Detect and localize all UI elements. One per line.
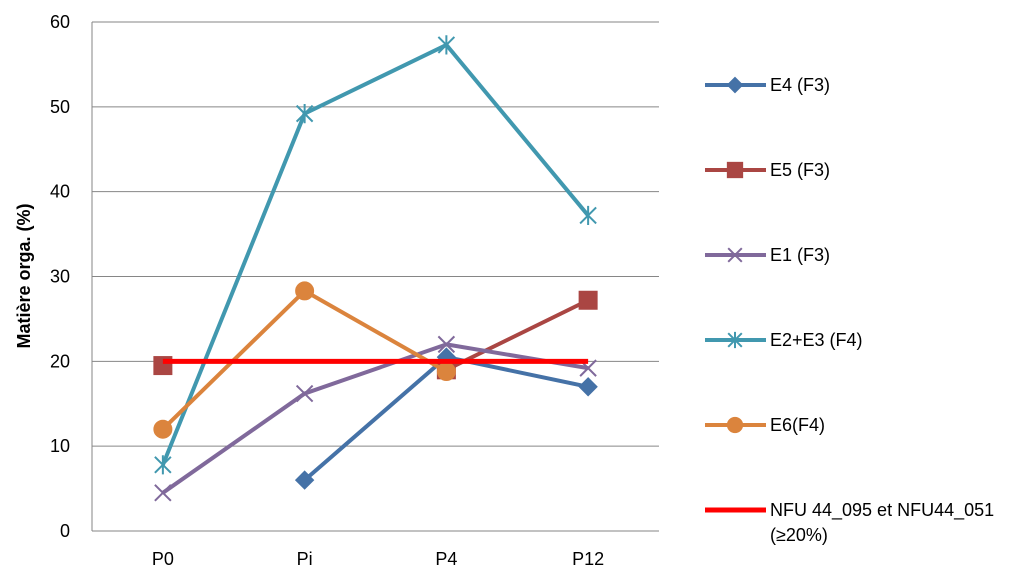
- data-point: [579, 205, 597, 226]
- legend-label: NFU 44_095 et NFU44_051: [770, 500, 994, 521]
- legend-label: E4 (F3): [770, 75, 830, 95]
- legend-item: E6(F4): [705, 415, 825, 435]
- legend-item: E4 (F3): [705, 75, 830, 95]
- legend-item: E1 (F3): [705, 245, 830, 265]
- data-point: [294, 470, 315, 490]
- series-2: [154, 335, 597, 502]
- legend-label: E1 (F3): [770, 245, 830, 265]
- legend-label: E6(F4): [770, 415, 825, 435]
- data-point: [726, 161, 744, 179]
- series-line: [161, 342, 589, 495]
- legend-label-line2: (≥20%): [770, 525, 828, 545]
- x-tick-label: P4: [435, 549, 457, 565]
- x-axis-ticks: P0 Pi P4 P12: [152, 549, 604, 565]
- legend-item: E2+E3 (F4): [705, 330, 863, 350]
- x-tick-label: Pi: [297, 549, 313, 565]
- data-point: [727, 331, 743, 349]
- x-tick-label: P0: [152, 549, 174, 565]
- data-point: [726, 76, 744, 94]
- data-point: [437, 35, 456, 55]
- legend-label: E5 (F3): [770, 160, 830, 180]
- data-point: [295, 281, 315, 301]
- y-tick-label: 30: [50, 267, 70, 287]
- data-point: [726, 416, 744, 434]
- data-point: [154, 455, 172, 475]
- legend: E4 (F3) E5 (F3) E1 (F3) E2+E3 (F4) E6(F4) NFU…: [705, 75, 994, 545]
- data-point: [578, 377, 598, 397]
- y-tick-label: 50: [50, 97, 70, 117]
- y-tick-label: 10: [50, 436, 70, 456]
- data-point: [153, 419, 173, 439]
- y-axis-title: Matière orga. (%): [14, 203, 34, 348]
- data-point: [437, 335, 456, 354]
- data-point: [578, 290, 598, 310]
- data-point: [436, 362, 456, 382]
- data-point: [295, 104, 314, 124]
- data-point: [295, 384, 314, 403]
- y-tick-label: 40: [50, 182, 70, 202]
- y-tick-label: 20: [50, 351, 70, 371]
- y-axis-ticks: 0 10 20 30 40 50 60: [50, 12, 70, 541]
- legend-label: E2+E3 (F4): [770, 330, 863, 350]
- y-tick-label: 60: [50, 12, 70, 32]
- x-tick-label: P12: [572, 549, 604, 565]
- series-3: [154, 35, 597, 475]
- series-layer: [153, 35, 598, 502]
- series-4: [153, 281, 456, 439]
- legend-item: NFU 44_095 et NFU44_051 (≥20%): [705, 500, 994, 545]
- data-point: [727, 247, 743, 263]
- data-point: [154, 484, 172, 502]
- series-line: [161, 42, 590, 466]
- series-line: [445, 298, 590, 372]
- series-1: [153, 290, 598, 380]
- y-tick-label: 0: [60, 521, 70, 541]
- legend-item: E5 (F3): [705, 160, 830, 180]
